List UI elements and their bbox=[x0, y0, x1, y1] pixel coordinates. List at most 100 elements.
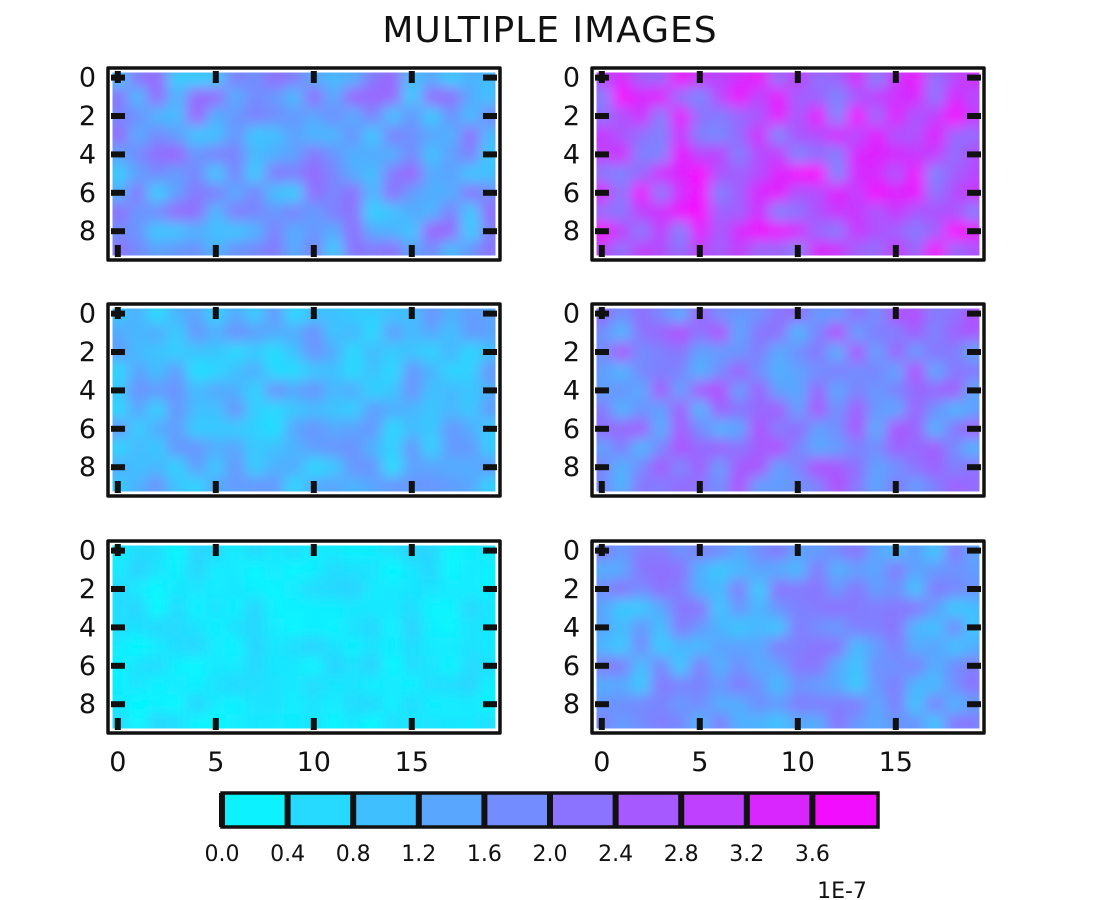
pixel-cell bbox=[768, 656, 789, 676]
pixel-cell bbox=[304, 202, 325, 223]
pixel-cell bbox=[421, 202, 442, 223]
pixel-cell bbox=[748, 380, 769, 401]
pixel-cell bbox=[460, 164, 481, 184]
pixel-cell bbox=[866, 541, 887, 561]
x-tick-mark-top bbox=[696, 71, 703, 83]
pixel-cell bbox=[108, 675, 129, 696]
pixel-cell bbox=[245, 240, 266, 260]
pixel-cell bbox=[905, 419, 926, 439]
pixel-cell bbox=[206, 125, 227, 146]
pixel-cell bbox=[441, 579, 462, 600]
pixel-cell bbox=[886, 183, 907, 203]
pixel-cell bbox=[846, 342, 867, 363]
pixel-cell bbox=[944, 144, 965, 165]
pixel-cell bbox=[768, 560, 789, 580]
pixel-cell bbox=[788, 106, 809, 127]
pixel-cell bbox=[206, 656, 227, 676]
pixel-cell bbox=[631, 106, 652, 127]
pixel-cell bbox=[709, 598, 730, 619]
pixel-cell bbox=[108, 438, 129, 459]
pixel-cell bbox=[441, 380, 462, 401]
pixel-cell bbox=[670, 323, 691, 343]
pixel-cell bbox=[382, 87, 403, 107]
pixel-cell bbox=[788, 457, 809, 478]
pixel-cell bbox=[362, 675, 383, 696]
pixel-cell bbox=[670, 221, 691, 242]
y-tick-mark-right bbox=[483, 113, 497, 119]
pixel-cell bbox=[362, 144, 383, 165]
pixel-cell bbox=[186, 457, 207, 478]
pixel-cell bbox=[729, 342, 750, 363]
pixel-cell bbox=[206, 400, 227, 420]
pixel-cell bbox=[827, 400, 848, 420]
pixel-cell bbox=[166, 675, 187, 696]
pixel-cell bbox=[206, 202, 227, 223]
pixel-cell bbox=[650, 68, 671, 88]
pixel-cell bbox=[944, 323, 965, 343]
pixel-cell bbox=[206, 342, 227, 363]
pixel-cell bbox=[905, 240, 926, 260]
pixel-cell bbox=[866, 125, 887, 146]
pixel-cell bbox=[886, 202, 907, 223]
pixel-cell bbox=[323, 87, 344, 107]
pixel-cell bbox=[748, 87, 769, 107]
pixel-cell bbox=[650, 617, 671, 638]
pixel-cell bbox=[206, 694, 227, 715]
y-tick-mark-right bbox=[967, 151, 981, 158]
pixel-cell bbox=[245, 304, 266, 324]
pixel-cell bbox=[807, 656, 828, 676]
pixel-cell bbox=[362, 457, 383, 478]
pixel-cell bbox=[611, 400, 632, 420]
pixel-cell bbox=[421, 713, 442, 733]
pixel-cell bbox=[690, 87, 711, 107]
image-panel-2: 0 2 4 6 8 bbox=[563, 63, 989, 265]
x-tick-mark-top bbox=[892, 71, 899, 83]
pixel-cell bbox=[460, 637, 481, 657]
pixel-cell bbox=[382, 656, 403, 676]
pixel-cell bbox=[650, 694, 671, 715]
pixel-cell bbox=[631, 125, 652, 146]
pixel-cell bbox=[108, 598, 129, 619]
pixel-cell bbox=[748, 144, 769, 165]
pixel-cell bbox=[631, 68, 652, 88]
pixel-cell bbox=[304, 637, 325, 657]
pixel-cell bbox=[421, 476, 442, 496]
pixel-cell bbox=[729, 361, 750, 382]
pixel-cell bbox=[147, 304, 168, 324]
pixel-cell bbox=[382, 240, 403, 260]
pixel-cell bbox=[421, 361, 442, 382]
pixel-cell bbox=[225, 713, 246, 733]
pixel-cell bbox=[866, 87, 887, 107]
pixel-cell bbox=[748, 617, 769, 638]
pixel-cell bbox=[650, 560, 671, 580]
pixel-cell bbox=[245, 560, 266, 580]
x-tick-mark-top bbox=[310, 544, 317, 556]
y-tick-mark-left bbox=[111, 425, 125, 432]
pixel-cell bbox=[245, 675, 266, 696]
pixel-cell bbox=[611, 323, 632, 343]
pixel-cell bbox=[245, 323, 266, 343]
pixel-cell bbox=[944, 694, 965, 715]
pixel-cell bbox=[421, 87, 442, 107]
pixel-cell bbox=[650, 183, 671, 203]
pixel-cell bbox=[460, 323, 481, 343]
pixel-cell bbox=[650, 240, 671, 260]
pixel-cell bbox=[186, 617, 207, 638]
pixel-cell bbox=[631, 598, 652, 619]
pixel-cell bbox=[944, 713, 965, 733]
pixel-cell bbox=[343, 106, 364, 127]
pixel-cell bbox=[343, 164, 364, 184]
pixel-cell bbox=[343, 617, 364, 638]
pixel-cell bbox=[670, 87, 691, 107]
colorbar-segment bbox=[220, 791, 290, 829]
pixel-cell bbox=[925, 323, 946, 343]
pixel-cell bbox=[886, 457, 907, 478]
pixel-cell bbox=[807, 476, 828, 496]
pixel-cell bbox=[186, 164, 207, 184]
pixel-cell bbox=[402, 221, 423, 242]
pixel-cell bbox=[402, 202, 423, 223]
pixel-cell bbox=[807, 579, 828, 600]
pixel-cell bbox=[362, 202, 383, 223]
pixel-cell bbox=[323, 106, 344, 127]
pixel-cell bbox=[147, 541, 168, 561]
